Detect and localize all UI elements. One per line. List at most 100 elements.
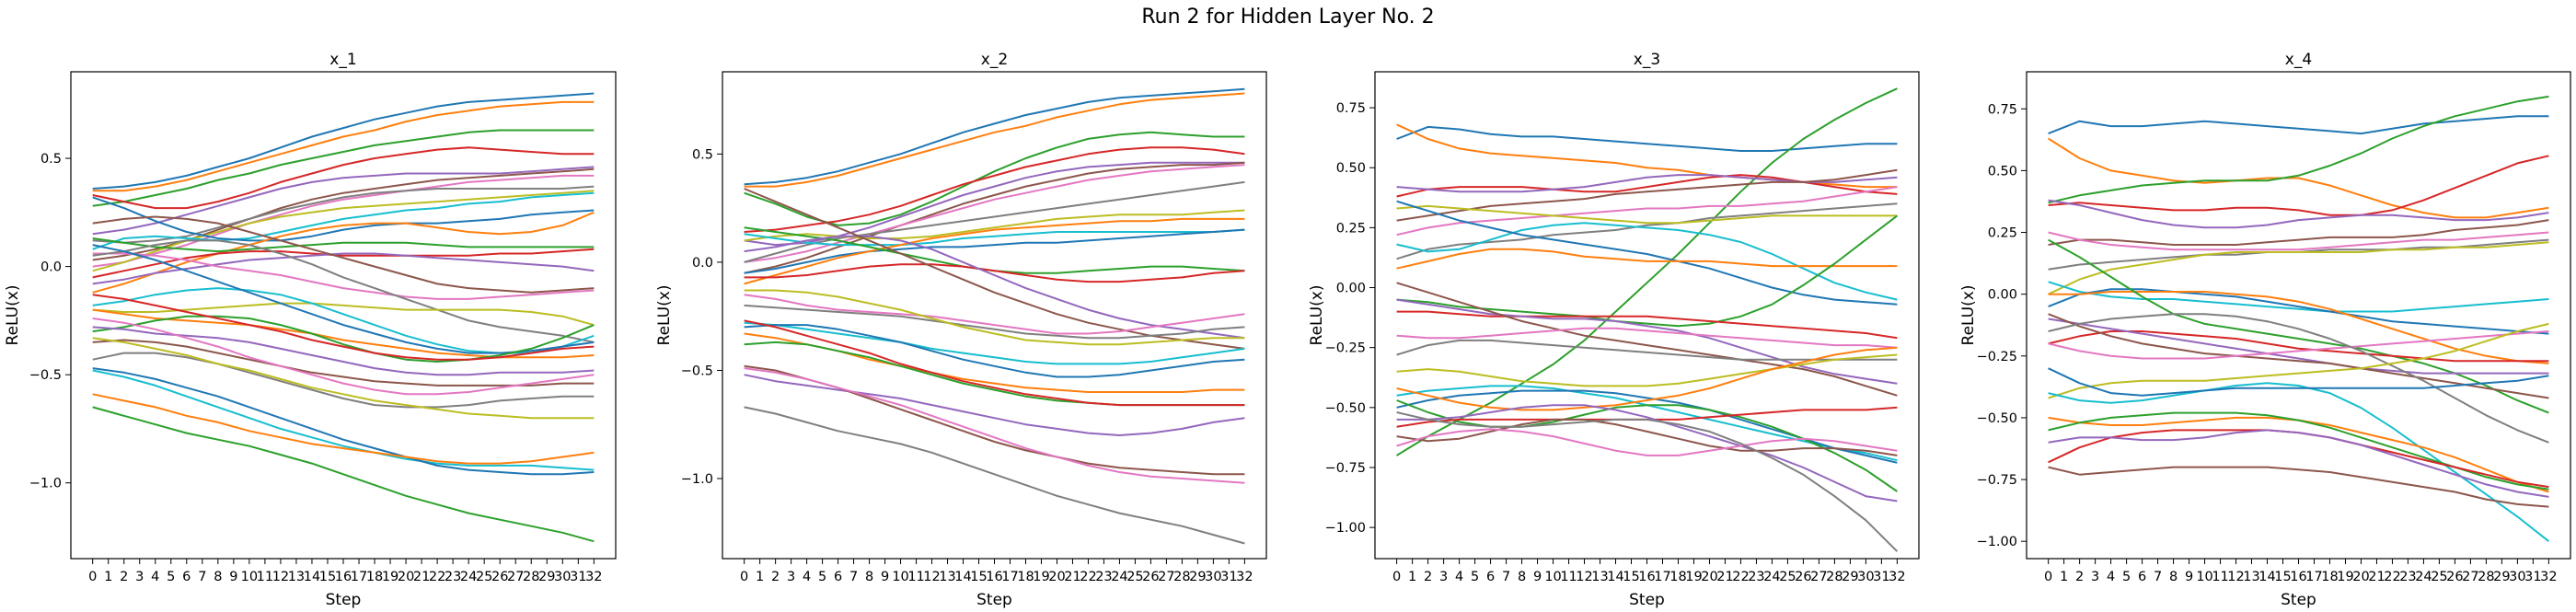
x-tick-label: 25 bbox=[1779, 570, 1796, 584]
x-tick-label: 9 bbox=[2185, 570, 2193, 584]
x-tick-label: 3 bbox=[1439, 570, 1448, 584]
x-tick-label: 0 bbox=[88, 570, 97, 584]
x-tick-label: 31 bbox=[1873, 570, 1889, 584]
series-line-18 bbox=[2048, 313, 2549, 444]
y-tick-label: 0.25 bbox=[1336, 221, 1366, 236]
x-tick-label: 22 bbox=[2384, 570, 2400, 584]
series-line-2 bbox=[744, 92, 1245, 188]
x-tick-label: 32 bbox=[585, 570, 602, 584]
y-tick-label: −1.00 bbox=[1325, 521, 1366, 536]
x-tick-label: 17 bbox=[1001, 570, 1018, 584]
y-axis-label: ReLU(x) bbox=[1308, 285, 1326, 346]
x-tick-label: 5 bbox=[167, 570, 175, 584]
y-tick-label: 0.5 bbox=[692, 147, 713, 162]
x-tick-label: 14 bbox=[954, 570, 971, 584]
series-line-28 bbox=[92, 352, 595, 409]
subplot-x4: 0 1 2 3 4 5 6 7 8 9 101112131415161718192021222324… bbox=[1959, 51, 2571, 609]
x-tick-label: 27 bbox=[507, 570, 524, 584]
series-line-11 bbox=[92, 196, 595, 242]
x-tick-label: 23 bbox=[2399, 570, 2416, 584]
y-tick-label: 0.75 bbox=[1336, 101, 1366, 116]
y-tick-label: 0.00 bbox=[1988, 288, 2017, 303]
x-tick-label: 19 bbox=[1033, 570, 1049, 584]
x-tick-label: 4 bbox=[2107, 570, 2115, 584]
series-line-5 bbox=[2048, 199, 2549, 229]
x-tick-label: 25 bbox=[476, 570, 492, 584]
series-line-9 bbox=[744, 209, 1245, 242]
series-line-6 bbox=[2048, 219, 2549, 246]
x-tick-label: 10 bbox=[241, 570, 258, 584]
x-tick-label: 5 bbox=[818, 570, 826, 584]
x-tick-label: 32 bbox=[1889, 570, 1905, 584]
series-line-27 bbox=[1396, 428, 1898, 456]
series-line-16 bbox=[92, 215, 595, 294]
series-line-23 bbox=[744, 341, 1245, 407]
series-line-18 bbox=[744, 304, 1245, 340]
x-tick-label: 18 bbox=[1017, 570, 1034, 584]
x-tick-label: 15 bbox=[1623, 570, 1639, 584]
x-tick-label: 6 bbox=[834, 570, 842, 584]
y-tick-label: 0.0 bbox=[40, 260, 62, 275]
x-tick-label: 26 bbox=[491, 570, 508, 584]
x-tick-label: 12 bbox=[272, 570, 289, 584]
x-tick-label: 0 bbox=[1392, 570, 1401, 584]
series-line-17 bbox=[92, 252, 595, 300]
x-tick-label: 28 bbox=[1173, 570, 1190, 584]
x-tick-label: 14 bbox=[2258, 570, 2275, 584]
x-tick-label: 20 bbox=[398, 570, 414, 584]
y-axis-label: ReLU(x) bbox=[4, 285, 22, 346]
x-tick-label: 0 bbox=[740, 570, 748, 584]
x-tick-label: 4 bbox=[151, 570, 159, 584]
series-line-25 bbox=[1396, 404, 1898, 502]
x-tick-label: 15 bbox=[2274, 570, 2291, 584]
series-line-30 bbox=[92, 369, 595, 471]
x-tick-label: 6 bbox=[2138, 570, 2146, 584]
series-line-1 bbox=[1396, 125, 1898, 152]
x-tick-label: 1 bbox=[2060, 570, 2068, 584]
x-axis-label: Step bbox=[326, 591, 362, 609]
x-tick-label: 3 bbox=[787, 570, 795, 584]
x-tick-label: 8 bbox=[1518, 570, 1526, 584]
x-tick-label: 4 bbox=[803, 570, 811, 584]
series-line-22 bbox=[1396, 346, 1898, 411]
series-line-17 bbox=[2048, 330, 2549, 360]
series-line-21 bbox=[1396, 389, 1898, 464]
x-tick-label: 23 bbox=[1748, 570, 1764, 584]
series-line-8 bbox=[2048, 238, 2549, 271]
series-line-19 bbox=[1396, 353, 1898, 387]
series-line-27 bbox=[744, 367, 1245, 484]
x-tick-label: 1 bbox=[104, 570, 112, 584]
x-tick-label: 28 bbox=[523, 570, 539, 584]
axes-frame bbox=[722, 71, 1267, 560]
series-line-27 bbox=[92, 318, 595, 396]
y-tick-label: −1.0 bbox=[681, 472, 713, 487]
series-line-10 bbox=[1396, 222, 1898, 301]
series-line-16 bbox=[744, 188, 1245, 350]
x-tick-label: 27 bbox=[1810, 570, 1827, 584]
x-tick-label: 13 bbox=[939, 570, 955, 584]
series-line-4 bbox=[2048, 155, 2549, 216]
x-tick-label: 4 bbox=[1455, 570, 1463, 584]
x-tick-label: 9 bbox=[1533, 570, 1542, 584]
series-line-7 bbox=[744, 164, 1245, 263]
x-tick-label: 19 bbox=[2337, 570, 2353, 584]
series-line-3 bbox=[1396, 87, 1898, 456]
x-tick-label: 24 bbox=[2415, 570, 2432, 584]
x-tick-label: 26 bbox=[2446, 570, 2463, 584]
x-tick-label: 25 bbox=[2431, 570, 2447, 584]
series-line-2 bbox=[2048, 137, 2549, 219]
x-tick-label: 11 bbox=[257, 570, 273, 584]
y-tick-label: −1.00 bbox=[1977, 535, 2017, 549]
x-tick-label: 24 bbox=[460, 570, 477, 584]
x-tick-label: 31 bbox=[570, 570, 586, 584]
x-tick-label: 15 bbox=[319, 570, 336, 584]
x-tick-label: 7 bbox=[198, 570, 206, 584]
x-tick-label: 14 bbox=[1607, 570, 1623, 584]
x-tick-label: 23 bbox=[445, 570, 461, 584]
x-tick-label: 28 bbox=[1826, 570, 1842, 584]
subplot-title: x_4 bbox=[2285, 51, 2312, 69]
x-tick-label: 5 bbox=[1471, 570, 1479, 584]
x-tick-label: 11 bbox=[1560, 570, 1577, 584]
x-tick-label: 17 bbox=[2305, 570, 2322, 584]
x-tick-label: 10 bbox=[892, 570, 908, 584]
